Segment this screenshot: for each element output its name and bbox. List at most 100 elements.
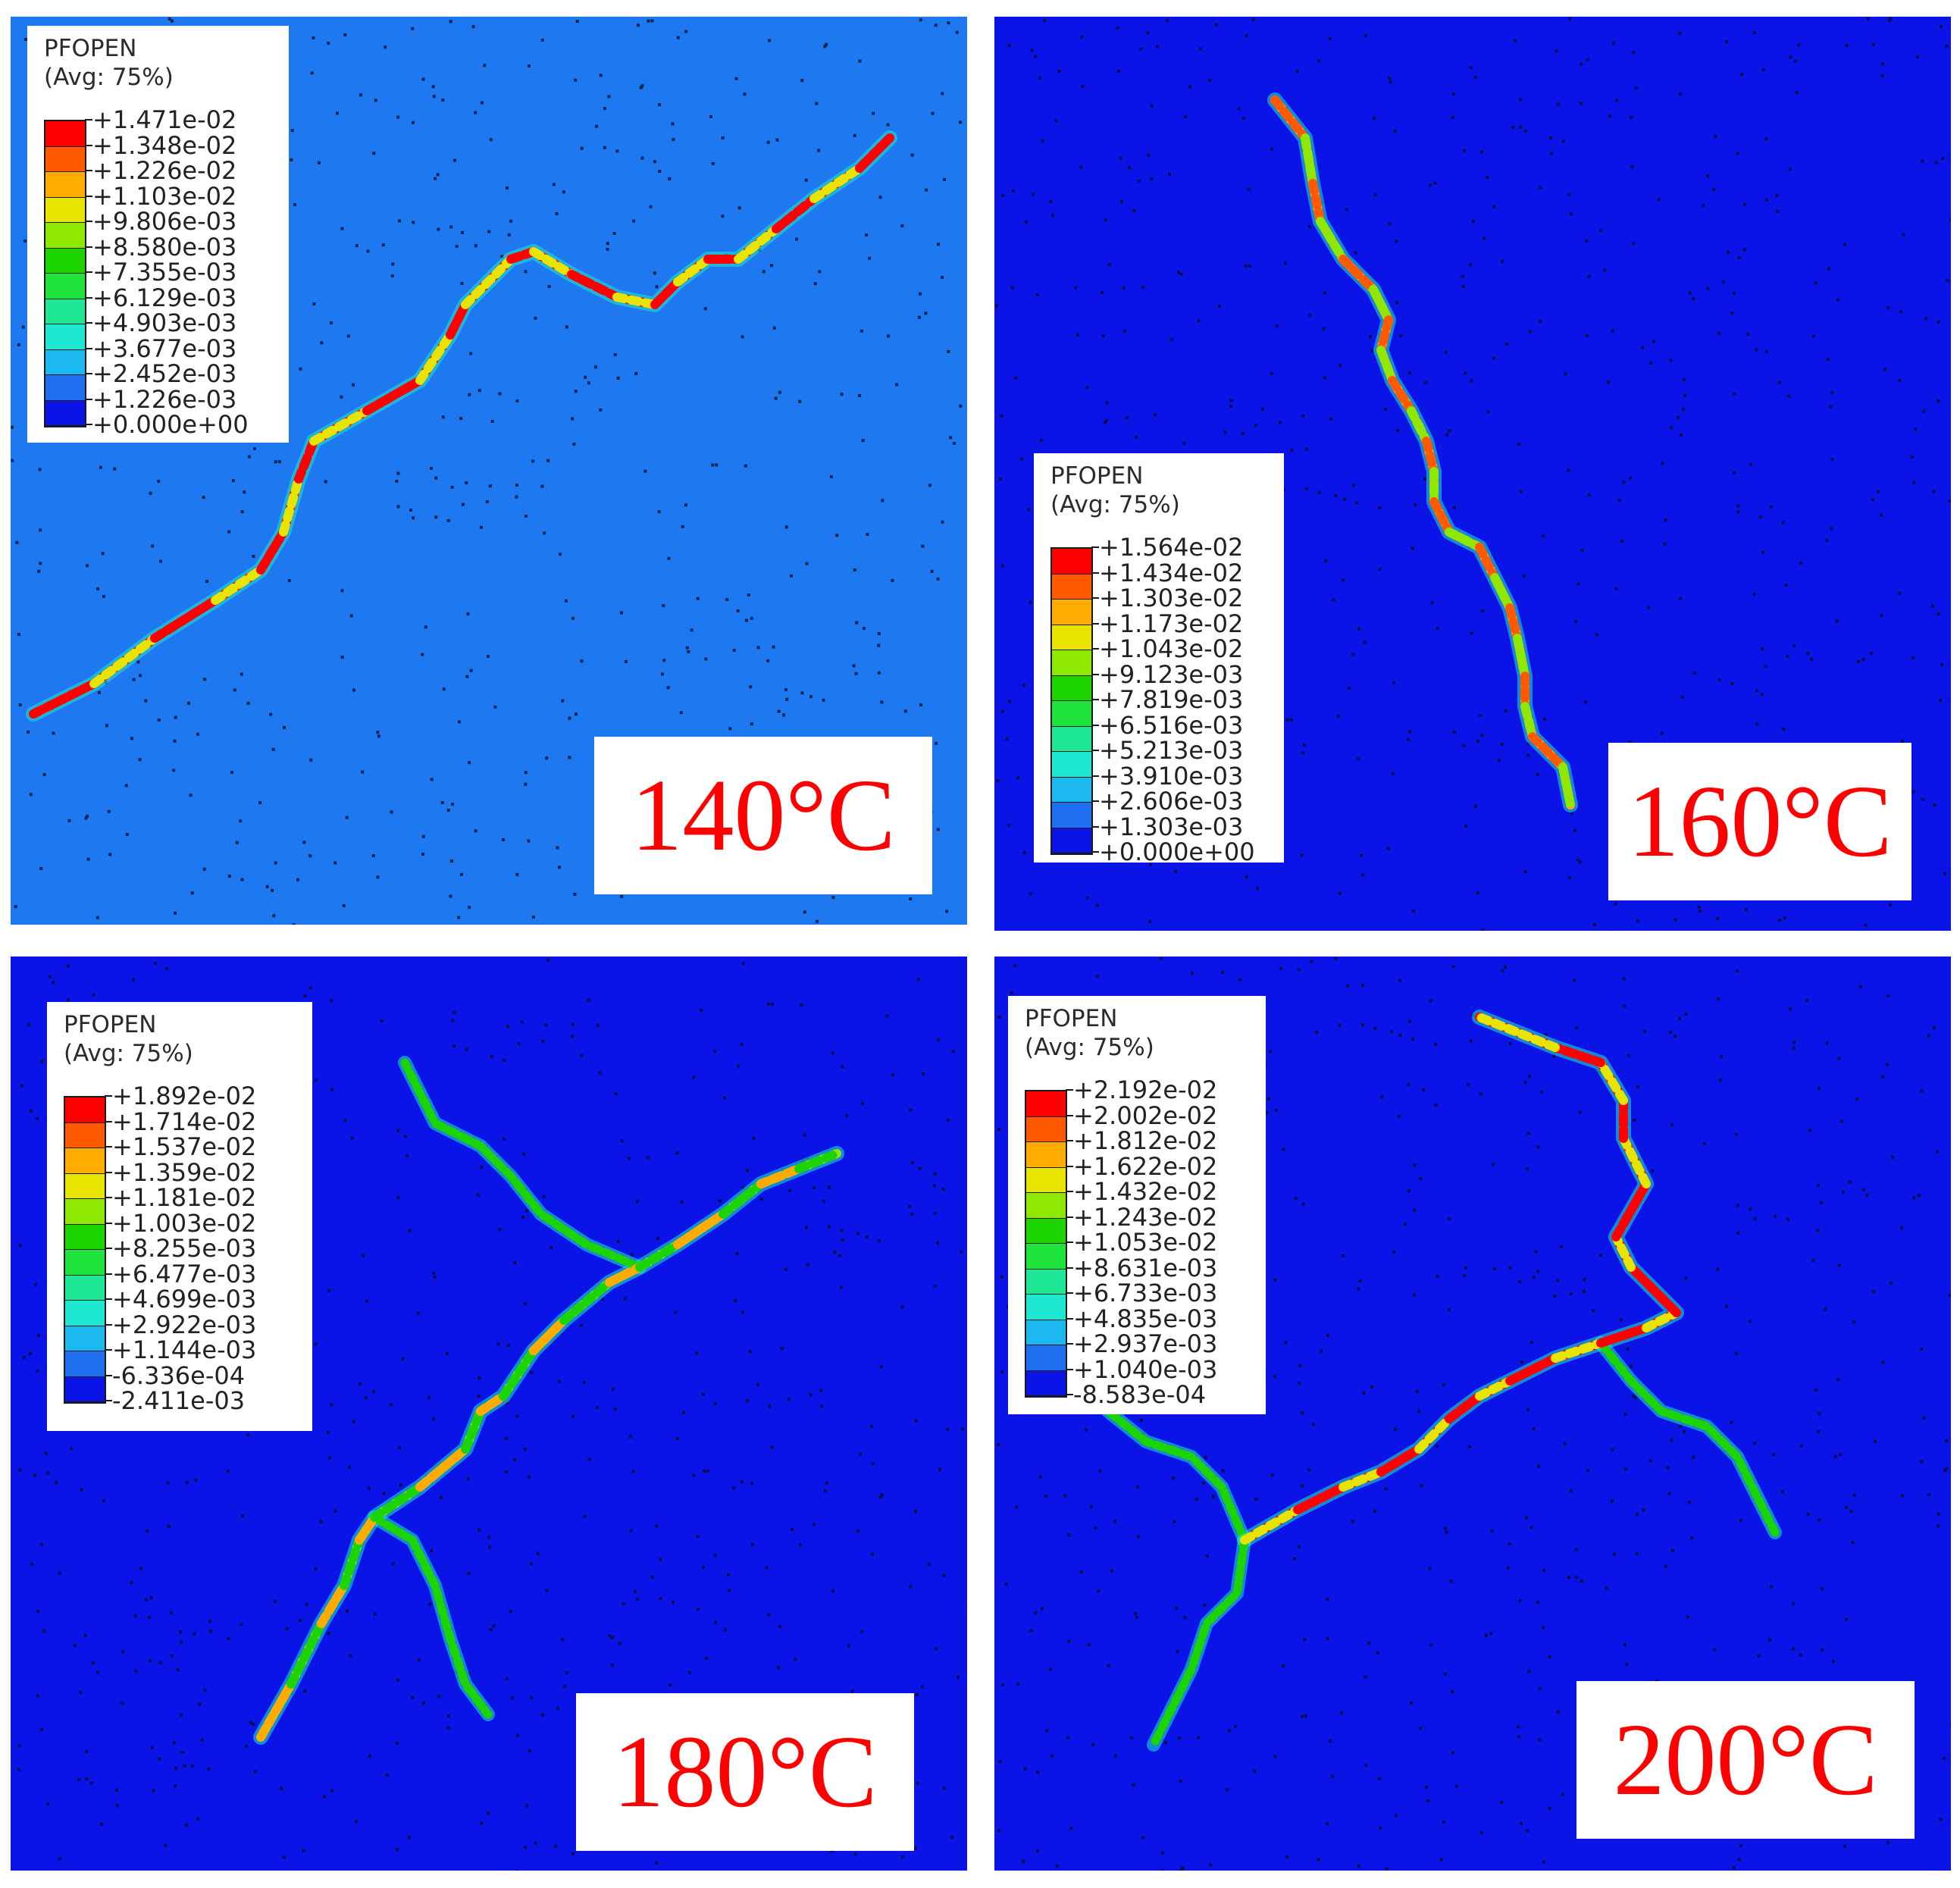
- mesh-dot: [505, 186, 509, 189]
- mesh-dot: [909, 897, 913, 900]
- mesh-dot: [655, 1861, 658, 1865]
- mesh-dot: [498, 392, 502, 396]
- mesh-dot: [115, 1804, 119, 1808]
- mesh-dot: [1153, 413, 1157, 417]
- mesh-dot: [941, 92, 944, 95]
- mesh-dot: [1110, 1569, 1113, 1573]
- mesh-dot: [1839, 1452, 1843, 1456]
- mesh-dot: [437, 1695, 441, 1699]
- mesh-dot: [391, 262, 395, 266]
- mesh-dot: [1821, 1648, 1824, 1652]
- mesh-dot: [767, 1613, 771, 1617]
- mesh-dot: [655, 285, 659, 289]
- mesh-dot: [704, 657, 708, 661]
- mesh-dot: [1553, 1295, 1557, 1298]
- mesh-dot: [1394, 1428, 1398, 1432]
- mesh-dot: [1328, 37, 1332, 41]
- crack-segment: [1308, 179, 1325, 226]
- mesh-dot: [102, 595, 105, 598]
- mesh-dot: [280, 1786, 283, 1790]
- mesh-dot: [1520, 1821, 1523, 1825]
- mesh-dot: [1567, 1576, 1571, 1580]
- mesh-dot: [1022, 850, 1026, 854]
- legend-value: +8.631e-03: [1073, 1253, 1218, 1282]
- crack-segment: [1611, 1179, 1651, 1241]
- mesh-dot: [1501, 260, 1504, 264]
- legend-tick: [105, 1222, 112, 1224]
- mesh-dot: [89, 1781, 93, 1785]
- mesh-dot: [1764, 665, 1767, 668]
- mesh-dot: [86, 814, 89, 818]
- mesh-dot: [709, 115, 712, 118]
- legend-tick: [1066, 1343, 1073, 1345]
- legend-tick: [85, 347, 92, 349]
- mesh-dot: [1529, 1341, 1533, 1345]
- mesh-dot: [1771, 1453, 1775, 1457]
- mesh-dot: [1385, 1868, 1389, 1871]
- mesh-dot: [800, 691, 804, 695]
- mesh-dot: [870, 1424, 874, 1428]
- mesh-dot: [930, 569, 934, 573]
- mesh-dot: [687, 650, 690, 653]
- mesh-dot: [1500, 1801, 1504, 1804]
- mesh-dot: [818, 270, 822, 274]
- mesh-dot: [1899, 310, 1902, 314]
- mesh-dot: [1838, 1263, 1841, 1267]
- mesh-dot: [1879, 513, 1883, 517]
- legend-tick: [85, 246, 92, 248]
- mesh-dot: [1469, 263, 1473, 267]
- mesh-dot: [659, 1558, 662, 1561]
- legend-tick: [1066, 1191, 1073, 1192]
- mesh-dot: [804, 1226, 808, 1229]
- mesh-dot: [233, 688, 236, 692]
- temperature-box: 140°C: [594, 737, 932, 894]
- mesh-dot: [799, 1543, 803, 1547]
- legend-value: +8.580e-03: [92, 232, 237, 261]
- legend-value: +1.243e-02: [1073, 1202, 1218, 1232]
- mesh-dot: [571, 1852, 575, 1855]
- mesh-dot: [872, 111, 875, 115]
- mesh-dot: [910, 1161, 914, 1165]
- legend-value: +9.806e-03: [92, 207, 237, 236]
- mesh-dot: [1861, 1188, 1865, 1191]
- mesh-dot: [1464, 371, 1467, 375]
- legend-variable-name: PFOPEN: [44, 35, 137, 62]
- mesh-dot: [557, 866, 561, 869]
- mesh-dot: [650, 19, 654, 23]
- mesh-dot: [839, 1285, 843, 1289]
- mesh-dot: [1479, 1092, 1483, 1096]
- mesh-dot: [598, 1071, 602, 1075]
- mesh-dot: [1007, 43, 1011, 47]
- mesh-dot: [481, 101, 484, 105]
- mesh-dot: [1603, 268, 1606, 272]
- crack-segment: [809, 164, 864, 203]
- legend-value: +1.103e-02: [92, 181, 237, 211]
- mesh-dot: [205, 580, 208, 584]
- contour-panel-200: PFOPEN (Avg: 75%) +2.192e-02 +2.002e-02 …: [994, 957, 1951, 1871]
- mesh-dot: [1629, 1365, 1633, 1369]
- mesh-dot: [1670, 1123, 1674, 1127]
- mesh-dot: [540, 38, 544, 42]
- mesh-dot: [1836, 298, 1839, 302]
- mesh-dot: [1184, 114, 1188, 118]
- mesh-dot: [1323, 291, 1327, 295]
- mesh-dot: [1835, 619, 1839, 623]
- mesh-dot: [296, 878, 299, 881]
- mesh-dot: [774, 396, 778, 400]
- mesh-dot: [1901, 1494, 1905, 1498]
- mesh-dot: [1297, 1545, 1301, 1549]
- fracture-field-160: [994, 17, 1951, 931]
- mesh-dot: [1424, 380, 1428, 384]
- mesh-dot: [528, 1475, 531, 1479]
- mesh-dot: [1269, 1050, 1273, 1054]
- mesh-dot: [1245, 265, 1248, 268]
- mesh-dot: [1948, 499, 1951, 503]
- mesh-dot: [823, 1489, 827, 1492]
- mesh-dot: [1568, 17, 1572, 21]
- mesh-dot: [1940, 663, 1943, 667]
- mesh-dot: [42, 772, 46, 776]
- mesh-dot: [919, 703, 923, 706]
- mesh-dot: [1300, 853, 1304, 857]
- mesh-dot: [1517, 1735, 1521, 1739]
- mesh-dot: [196, 1817, 200, 1821]
